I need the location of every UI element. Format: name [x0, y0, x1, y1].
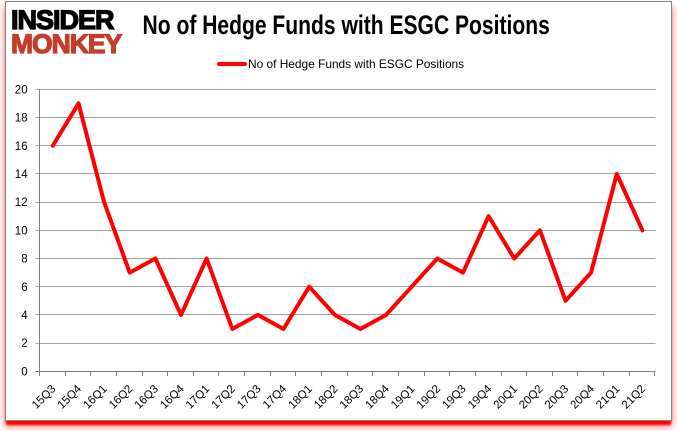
svg-text:20: 20	[15, 84, 28, 96]
svg-text:17Q2: 17Q2	[210, 383, 238, 411]
svg-text:19Q4: 19Q4	[466, 383, 495, 412]
svg-text:4: 4	[21, 310, 28, 322]
svg-text:16Q2: 16Q2	[107, 383, 135, 411]
svg-text:0: 0	[21, 366, 27, 378]
svg-text:18Q3: 18Q3	[338, 383, 366, 411]
svg-text:21Q2: 21Q2	[620, 383, 648, 411]
svg-text:10: 10	[15, 225, 28, 237]
svg-text:19Q1: 19Q1	[389, 383, 417, 411]
svg-text:15Q3: 15Q3	[30, 383, 58, 411]
svg-text:8: 8	[21, 254, 27, 266]
svg-text:18: 18	[15, 113, 28, 125]
svg-text:12: 12	[15, 197, 28, 209]
svg-text:19Q2: 19Q2	[415, 383, 443, 411]
svg-text:15Q4: 15Q4	[56, 383, 85, 412]
svg-text:20Q3: 20Q3	[543, 383, 571, 411]
svg-text:18Q4: 18Q4	[363, 383, 392, 412]
svg-text:18Q2: 18Q2	[312, 383, 340, 411]
svg-text:2: 2	[21, 338, 27, 350]
svg-text:20Q2: 20Q2	[517, 383, 545, 411]
svg-text:18Q1: 18Q1	[286, 383, 314, 411]
svg-text:6: 6	[21, 282, 27, 294]
svg-text:17Q3: 17Q3	[235, 383, 263, 411]
svg-text:16: 16	[15, 141, 28, 153]
svg-text:16Q3: 16Q3	[133, 383, 161, 411]
svg-text:16Q1: 16Q1	[81, 383, 109, 411]
svg-text:20Q1: 20Q1	[492, 383, 520, 411]
svg-text:17Q1: 17Q1	[184, 383, 212, 411]
svg-text:19Q3: 19Q3	[440, 383, 468, 411]
svg-text:17Q4: 17Q4	[261, 383, 290, 412]
svg-text:21Q1: 21Q1	[594, 383, 622, 411]
svg-text:20Q4: 20Q4	[569, 383, 598, 412]
svg-text:14: 14	[15, 169, 28, 181]
svg-text:16Q4: 16Q4	[158, 383, 187, 412]
